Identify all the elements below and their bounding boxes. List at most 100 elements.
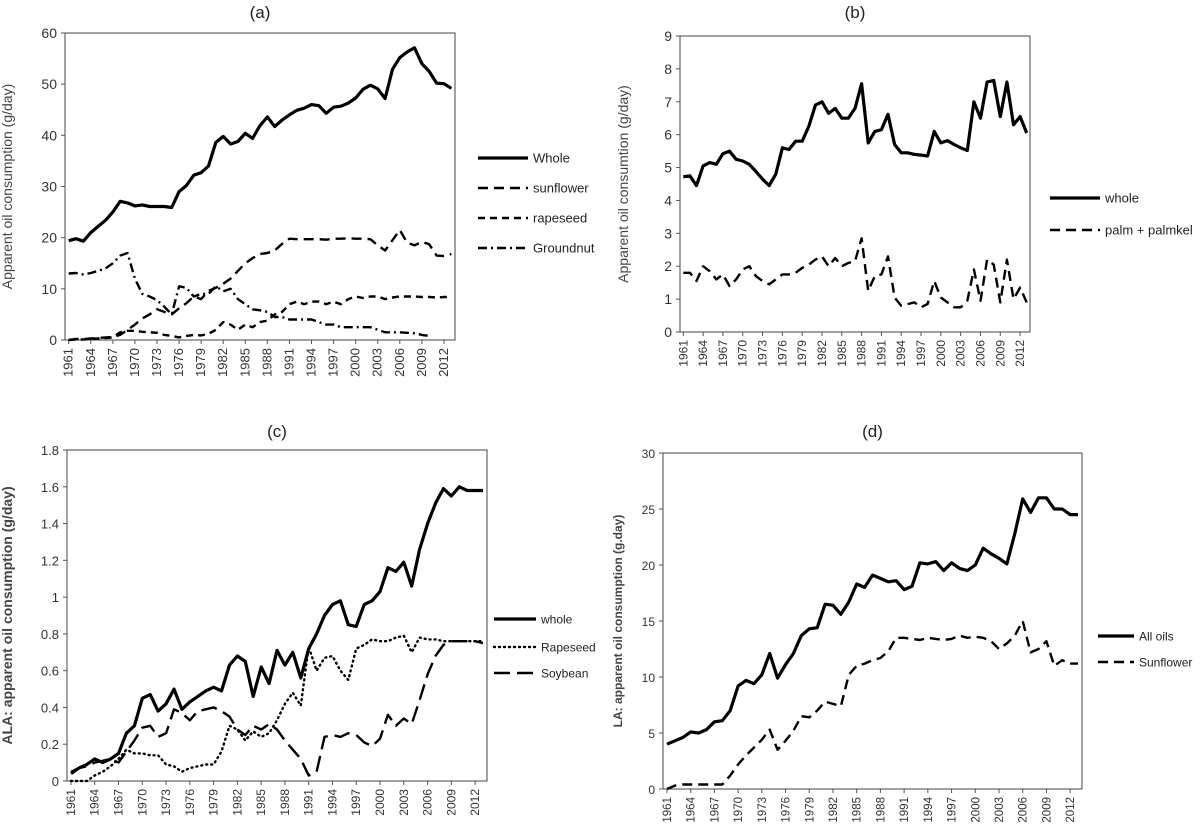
x-tick-label: 1976: [775, 340, 789, 367]
chart-panel-a: (a) 0 10 20 30 40 50 60 1961 1964 1967 1970 1973 1976…: [0, 3, 595, 377]
x-tick-label: 2012: [1065, 797, 1077, 823]
x-tick-label: 1985: [237, 348, 252, 377]
y-tick-label: 6: [664, 127, 672, 143]
x-tick-label: 1985: [835, 340, 849, 367]
x-tick-label: 1997: [914, 340, 928, 367]
x-tick-label: 2000: [348, 348, 363, 377]
x-tick-label: 1982: [828, 797, 840, 823]
x-tick-label: 1982: [815, 340, 829, 367]
panel-label: (d): [862, 422, 883, 441]
panel-label: (b): [845, 3, 866, 22]
x-tick-label: 1964: [696, 340, 710, 367]
series-line-whole: [68, 46, 453, 243]
x-tick-label: 1976: [183, 789, 197, 816]
x-tick-label: 1985: [254, 789, 268, 816]
y-tick-label: 50: [41, 76, 57, 92]
series-line-soybean: [70, 640, 484, 777]
y-tick-label: 1: [52, 590, 59, 605]
x-tick-label: 2012: [436, 348, 451, 377]
x-tick-label: 1979: [795, 340, 809, 367]
x-tick-label: 2003: [994, 797, 1006, 823]
x-tick-label: 1967: [709, 797, 721, 823]
series-line-rapeseed: [68, 295, 452, 342]
plot-area-border: [64, 32, 456, 341]
series-line-whole: [70, 485, 483, 775]
x-tick-label: 1985: [852, 797, 864, 823]
x-tick-label: 2003: [954, 340, 968, 367]
series-line-whole: [683, 78, 1029, 188]
y-tick-label: 9: [664, 28, 672, 44]
y-axis-label: Apparent oil consumtion (g/day): [615, 85, 631, 283]
y-tick-label: 0: [49, 332, 57, 348]
legend-label: Whole: [533, 151, 570, 166]
x-tick-label: 2000: [970, 797, 982, 823]
chart-panel-c: (c) 0 0.2 0.4 0.6 0.8 1 1.2 1.4 1.6 1.8 1961 1964 196…: [0, 422, 596, 816]
legend-label: whole: [540, 613, 573, 627]
y-tick-label: 25: [642, 503, 656, 517]
y-tick-label: 5: [664, 160, 672, 176]
series-line-all-oils: [666, 496, 1078, 746]
x-tick-label: 1976: [781, 797, 793, 823]
x-tick-label: 1973: [757, 797, 769, 823]
y-tick-label: 20: [41, 230, 57, 246]
y-tick-label: 40: [41, 127, 57, 143]
y-tick-label: 0: [664, 324, 672, 340]
x-tick-label: 1961: [64, 789, 78, 816]
x-tick-label: 2009: [414, 348, 429, 377]
x-tick-label: 1982: [230, 789, 244, 816]
x-tick-label: 2000: [373, 789, 387, 816]
x-tick-label: 1997: [326, 348, 341, 377]
y-tick-label: 2: [664, 258, 672, 274]
y-tick-label: 10: [642, 671, 656, 685]
x-tick-label: 1964: [88, 789, 102, 816]
y-tick-label: 8: [664, 61, 672, 77]
x-tick-label: 1994: [304, 348, 319, 377]
x-tick-label: 1994: [894, 340, 908, 367]
x-tick-label: 2009: [993, 340, 1007, 367]
y-tick-label: 0.8: [41, 627, 59, 642]
y-tick-label: 1.2: [41, 553, 59, 568]
y-tick-label: 4: [664, 192, 672, 208]
legend-label: Soybean: [541, 667, 588, 681]
legend-label: Rapeseed: [541, 641, 596, 655]
x-tick-label: 1982: [215, 348, 230, 377]
legend-label: rapeseed: [533, 211, 587, 226]
y-tick-label: 0.6: [41, 664, 59, 679]
panel-label: (c): [267, 422, 287, 441]
y-tick-label: 20: [642, 559, 656, 573]
y-tick-label: 30: [642, 447, 656, 461]
y-tick-label: 0: [52, 774, 59, 789]
x-tick-label: 1970: [135, 789, 149, 816]
y-tick-label: 0: [648, 783, 655, 797]
legend-label: whole: [1104, 191, 1139, 206]
x-tick-label: 1967: [716, 340, 730, 367]
x-tick-label: 1988: [278, 789, 292, 816]
x-tick-label: 2012: [1013, 340, 1027, 367]
x-tick-label: 1970: [127, 348, 142, 377]
x-tick-label: 2006: [1018, 797, 1030, 823]
x-tick-label: 1991: [302, 789, 316, 816]
x-tick-label: 1994: [325, 789, 339, 816]
series-line-rapeseed: [69, 634, 485, 783]
y-tick-label: 7: [664, 94, 672, 110]
x-tick-label: 2006: [421, 789, 435, 816]
x-tick-label: 1961: [662, 797, 674, 823]
series-line-groundnut: [68, 251, 430, 338]
x-tick-label: 1961: [61, 348, 76, 377]
y-tick-label: 15: [642, 615, 656, 629]
y-tick-label: 5: [648, 727, 655, 741]
x-tick-label: 1997: [947, 797, 959, 823]
x-tick-label: 2003: [370, 348, 385, 377]
x-tick-label: 2009: [444, 789, 458, 816]
y-tick-label: 1.6: [41, 480, 59, 495]
x-tick-label: 1970: [733, 797, 745, 823]
x-tick-label: 1973: [159, 789, 173, 816]
plot-area-border: [679, 35, 1031, 333]
x-tick-label: 1973: [149, 348, 164, 377]
y-tick-label: 0.4: [41, 700, 59, 715]
x-tick-label: 1997: [349, 789, 363, 816]
panel-label: (a): [250, 3, 271, 22]
x-tick-label: 1991: [281, 348, 296, 377]
x-tick-label: 2006: [973, 340, 987, 367]
